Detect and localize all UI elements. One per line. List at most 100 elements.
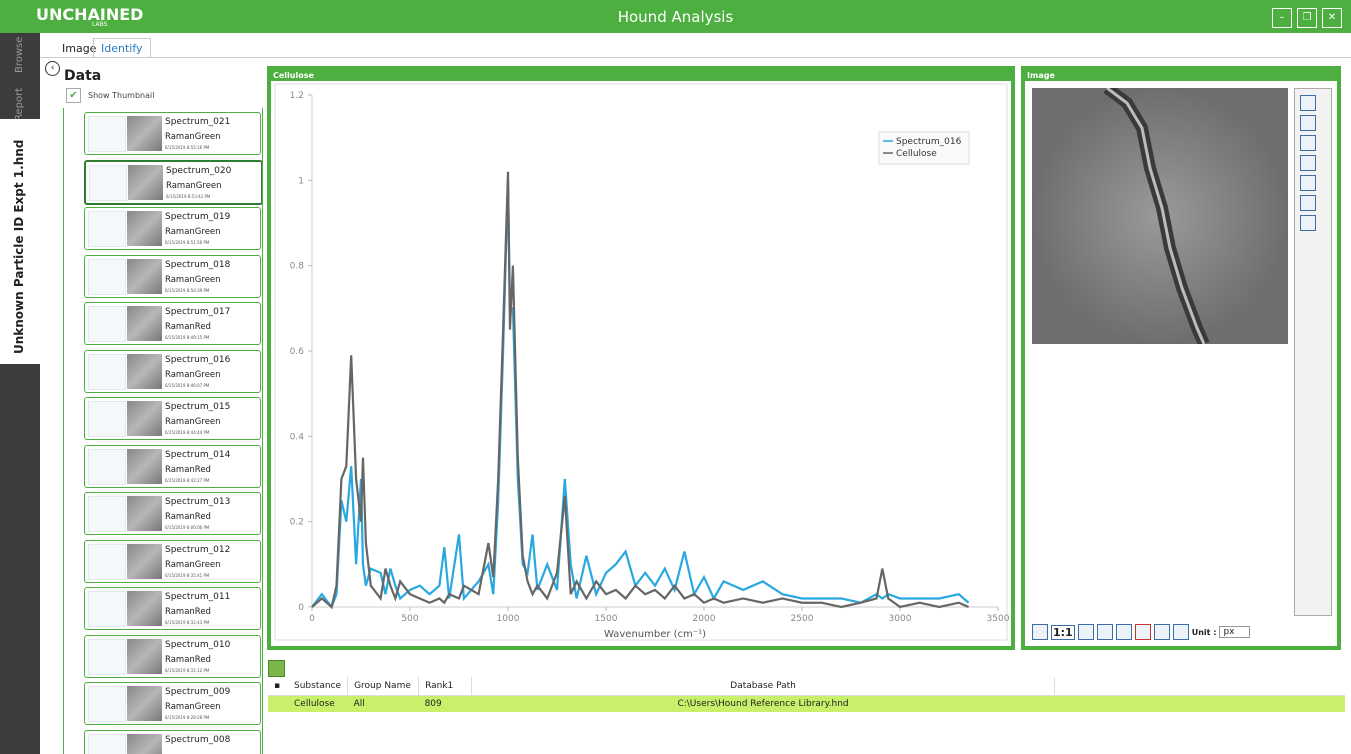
image-tab[interactable]: Image	[62, 42, 96, 55]
date: 6/15/2019 8:53:42 PM	[166, 194, 210, 199]
draw-tool[interactable]	[1300, 95, 1316, 111]
column-header: Database Path	[472, 677, 1055, 695]
image-thumb	[127, 354, 162, 389]
spectrum-name: Spectrum_019	[165, 212, 230, 222]
minimize-button[interactable]: –	[1272, 8, 1292, 28]
spectrum-item[interactable]: Spectrum_017 RamanRed 6/15/2019 8:49:15 PM	[84, 302, 261, 345]
cell-filler	[1055, 695, 1345, 712]
laser: RamanRed	[165, 607, 211, 617]
image-thumb	[127, 544, 162, 579]
restore-button[interactable]: ❐	[1297, 8, 1317, 28]
spectrum-name: Spectrum_013	[165, 497, 230, 507]
draw-tool[interactable]	[1300, 215, 1316, 231]
cell: C:\Users\Hound Reference Library.hnd	[472, 695, 1055, 712]
plot-frame	[275, 84, 1007, 640]
browse-tab[interactable]: Browse	[14, 37, 25, 73]
draw-tool[interactable]	[1300, 175, 1316, 191]
unit-select[interactable]: px	[1219, 626, 1249, 638]
hound-app: UNCHAINED LABS Hound Analysis – ❐ ✕ Brow…	[0, 0, 1351, 754]
spectrum-item[interactable]: Spectrum_016 RamanGreen 6/15/2019 8:46:07 …	[84, 350, 261, 393]
column-header: Rank1	[419, 677, 472, 695]
image-panel-title: Image	[1025, 70, 1337, 81]
date: 6/15/2019 8:44:44 PM	[165, 430, 209, 435]
zoom-1-1[interactable]: 1:1	[1051, 625, 1075, 640]
column-icon: ▪	[268, 677, 288, 695]
draw-tool[interactable]	[1300, 155, 1316, 171]
spectrum-name: Spectrum_015	[165, 402, 230, 412]
spectrum-name: Spectrum_012	[165, 545, 230, 555]
spectrum-item[interactable]: Spectrum_008	[84, 730, 261, 754]
draw-tool[interactable]	[1300, 135, 1316, 151]
image-thumb	[127, 211, 162, 246]
rect-tool[interactable]	[1135, 624, 1151, 640]
laser: RamanGreen	[165, 227, 221, 237]
identify-tab[interactable]: Identify	[93, 38, 151, 58]
cell: All	[348, 695, 419, 712]
select-tool[interactable]	[1032, 624, 1048, 640]
date: 6/15/2019 8:32:43 PM	[165, 620, 209, 625]
laser: RamanRed	[165, 322, 211, 332]
laser: RamanRed	[165, 465, 211, 475]
draw-tool[interactable]	[1300, 195, 1316, 211]
image-toolbar: 1:1 Unit : px	[1032, 624, 1250, 640]
date: 6/15/2019 8:46:07 PM	[165, 383, 209, 388]
y-tick-label: 0.6	[290, 347, 305, 357]
report-tab[interactable]: Report	[14, 88, 25, 121]
spectrum-thumb	[88, 354, 126, 390]
spectrum-name: Spectrum_009	[165, 687, 230, 697]
date: 6/15/2019 8:35:41 PM	[165, 573, 209, 578]
rotate-tool[interactable]	[1116, 624, 1132, 640]
fit-tool[interactable]	[1078, 624, 1094, 640]
laser: RamanGreen	[165, 275, 221, 285]
image-thumb	[127, 686, 162, 721]
image-thumb	[127, 496, 162, 531]
thumbnail-checkbox[interactable]: ✔	[66, 88, 81, 103]
laser: RamanGreen	[165, 370, 221, 380]
cross-tool[interactable]	[1154, 624, 1170, 640]
draw-tool[interactable]	[1300, 115, 1316, 131]
line-tool[interactable]	[1173, 624, 1189, 640]
spectrum-thumb	[88, 306, 126, 342]
spectrum-thumb	[88, 449, 126, 485]
spectrum-thumb	[88, 639, 126, 675]
spectrum-chart: 00.20.40.60.811.205001000150020002500300…	[271, 80, 1011, 646]
spectrum-name: Spectrum_017	[165, 307, 230, 317]
date: 6/15/2019 8:49:15 PM	[165, 335, 209, 340]
x-tick-label: 3500	[987, 614, 1010, 624]
spectrum-thumb	[88, 496, 126, 532]
project-tab[interactable]: Unknown Particle ID Expt 1.hnd	[0, 119, 40, 364]
laser: RamanGreen	[165, 132, 221, 142]
tab-line	[40, 57, 1351, 58]
legend-label: Spectrum_016	[896, 137, 962, 147]
close-button[interactable]: ✕	[1322, 8, 1342, 28]
image-thumb	[127, 734, 162, 754]
image-thumb	[127, 259, 162, 294]
x-axis-title: Wavenumber (cm⁻¹)	[604, 629, 706, 640]
collapse-button[interactable]: ‹	[45, 61, 60, 76]
image-thumb	[127, 116, 162, 151]
y-tick-label: 0	[298, 603, 304, 613]
row-spacer	[268, 695, 288, 712]
spectrum-name: Spectrum_016	[165, 355, 230, 365]
sidebar: Browse Report Unknown Particle ID Expt 1…	[0, 33, 40, 754]
info-button[interactable]	[268, 660, 285, 677]
page: {"window": {"logo": "UNCHAINED", "logo_s…	[0, 0, 1351, 754]
spectrum-thumb	[88, 211, 126, 247]
x-tick-label: 2500	[791, 614, 814, 624]
zoom-tool[interactable]	[1097, 624, 1113, 640]
spectrum-thumb	[88, 544, 126, 580]
legend-label: Cellulose	[896, 149, 937, 159]
